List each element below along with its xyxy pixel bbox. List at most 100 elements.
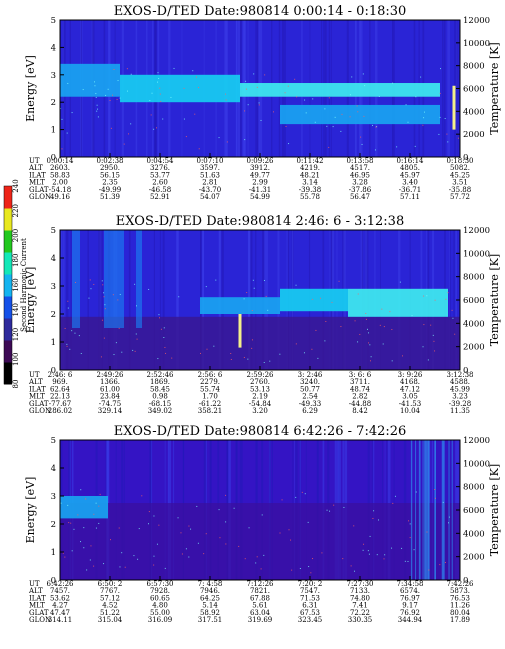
table-cell: 5.61	[252, 602, 268, 610]
table-row-label: ALT	[28, 378, 43, 386]
speckle	[198, 148, 200, 150]
speckle	[165, 352, 167, 354]
speckle	[89, 279, 91, 281]
colorbar-segment	[4, 252, 12, 275]
speckle	[82, 89, 84, 91]
vertical-band	[104, 230, 124, 328]
table-cell: 5.14	[202, 602, 218, 610]
table-cell: 54.99	[250, 193, 270, 201]
speckle	[162, 118, 164, 120]
speckle	[253, 287, 255, 289]
speckle	[321, 552, 323, 554]
table-cell: 52.91	[150, 193, 170, 201]
speckle	[357, 111, 359, 113]
speckle	[328, 97, 330, 99]
speckle	[67, 82, 69, 84]
table-cell: 67.88	[250, 594, 270, 602]
table-cell: 314.11	[48, 616, 73, 624]
y-tick-label: 2	[51, 520, 56, 530]
table-cell: -39.28	[449, 400, 471, 408]
speckle	[439, 92, 441, 94]
speckle	[423, 111, 425, 113]
vertical-band	[425, 440, 428, 580]
speckle	[109, 100, 111, 102]
y-tick-label: 4	[51, 43, 56, 53]
speckle	[148, 288, 150, 290]
speckle	[445, 298, 447, 300]
speckle	[205, 533, 207, 535]
speckle	[93, 283, 95, 285]
speckle	[109, 539, 111, 541]
y2-tick-label: 4000	[463, 319, 485, 329]
speckle	[296, 96, 298, 98]
speckle	[247, 358, 249, 360]
table-cell: 317.51	[198, 616, 223, 624]
y2-tick-label: 8000	[463, 483, 485, 493]
speckle	[61, 118, 63, 120]
speckle	[93, 565, 95, 567]
y2-tick-label: 6000	[463, 506, 485, 516]
y2-axis-label: Temperature [K]	[488, 42, 501, 134]
table-cell: -54.84	[249, 400, 272, 408]
table-cell: 48.74	[350, 385, 371, 393]
speckle	[60, 107, 62, 109]
table-cell: 4517.	[350, 164, 370, 172]
table-cell: 3912.	[250, 164, 270, 172]
speckle	[233, 507, 235, 509]
speckle	[85, 498, 87, 500]
table-cell: 51.63	[200, 171, 220, 179]
speckle	[67, 504, 69, 506]
table-cell: 47.47	[50, 609, 70, 617]
colorbar: 80 100 120 140 160 180 200 220 240 Second Harmoni…	[3, 179, 28, 388]
table-cell: -43.70	[199, 186, 221, 194]
speckle	[391, 360, 393, 362]
y-axis-label: Energy [eV]	[24, 55, 37, 122]
table-row-label: ALT	[28, 164, 43, 172]
table-cell: 2:52:46	[147, 371, 175, 379]
energy-band	[348, 288, 448, 317]
speckle	[329, 510, 331, 512]
speckle	[135, 333, 137, 335]
table-cell: 2950.	[100, 164, 120, 172]
speckle	[357, 293, 359, 295]
speckle	[113, 68, 115, 70]
speckle	[258, 102, 260, 104]
table-row-label: ILAT	[29, 171, 46, 179]
speckle	[255, 562, 257, 564]
speckle	[340, 130, 342, 132]
y2-tick-label: 2000	[463, 343, 485, 353]
speckle	[258, 104, 260, 106]
speckle	[137, 558, 139, 560]
table-cell: 8.42	[352, 407, 368, 415]
speckle	[158, 77, 160, 79]
table-cell: -44.88	[349, 400, 371, 408]
speckle	[324, 108, 326, 110]
table-cell: 57.72	[450, 193, 470, 201]
panel-1: EXOS-D/TED Date:980814 0:00:14 - 0:18:30…	[24, 4, 501, 201]
table-cell: 0:04:54	[147, 157, 175, 165]
speckle	[61, 148, 63, 150]
table-cell: 349.02	[148, 407, 173, 415]
speckle	[415, 96, 417, 98]
vertical-band	[448, 440, 450, 580]
speckle	[447, 292, 449, 294]
speckle	[132, 349, 134, 351]
speckle	[105, 94, 107, 96]
speckle	[97, 116, 99, 118]
speckle	[434, 299, 436, 301]
speckle	[260, 568, 262, 570]
table-cell: 6.31	[302, 602, 318, 610]
speckle	[101, 319, 103, 321]
table-cell: 2.19	[252, 393, 268, 401]
speckle	[447, 141, 449, 143]
speckle	[96, 110, 98, 112]
table-cell: 315.04	[98, 616, 123, 624]
y2-tick-label: 12000	[463, 226, 490, 236]
y2-tick-label: 10000	[463, 39, 490, 49]
speckle	[350, 565, 352, 567]
vertical-band	[418, 440, 421, 580]
speckle	[251, 310, 253, 312]
speckle	[269, 360, 271, 362]
